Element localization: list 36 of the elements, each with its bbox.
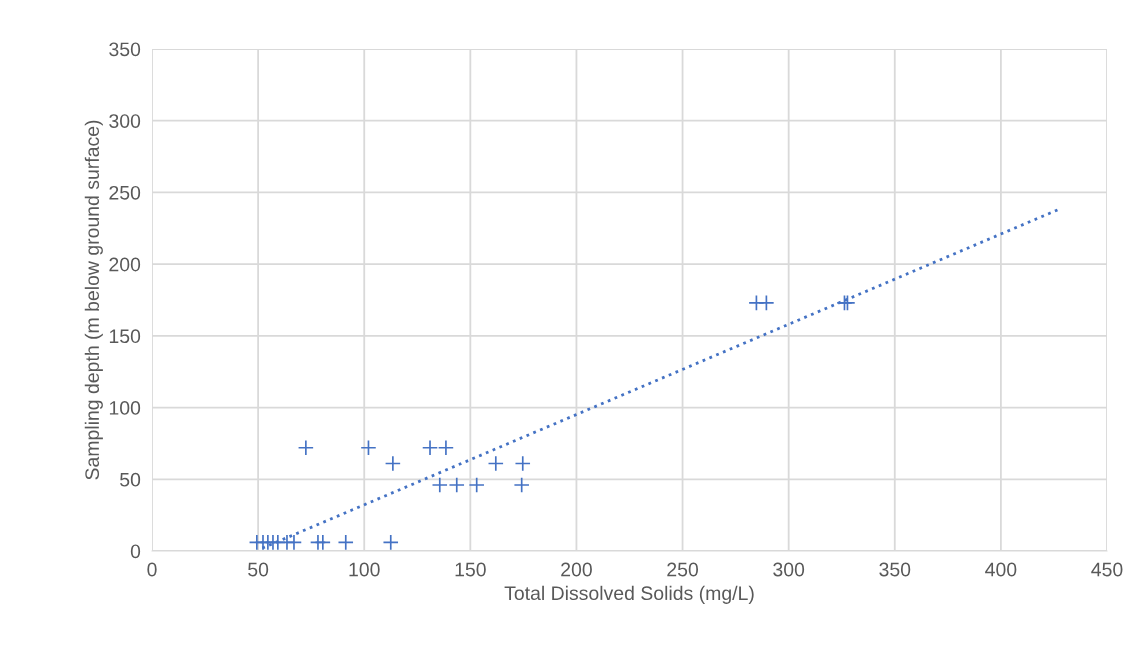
y-tick-label: 250 (109, 185, 141, 200)
point (448, 476, 465, 494)
point (337, 534, 354, 551)
x-tick-label: 50 (248, 562, 269, 577)
point (487, 455, 504, 472)
x-tick-label: 200 (561, 562, 592, 577)
point (437, 439, 455, 456)
y-tick-label: 100 (109, 401, 141, 415)
x-tick-label: 0 (147, 562, 157, 577)
x-axis-title: Total Dissolved Solids (mg/L) (504, 585, 754, 604)
point (513, 476, 530, 494)
x-tick-label: 150 (455, 562, 486, 577)
point (360, 439, 377, 456)
point (314, 534, 331, 551)
point (468, 476, 485, 494)
y-tick-label: 350 (109, 42, 141, 57)
point (514, 455, 531, 472)
point (431, 476, 448, 494)
y-tick-label: 300 (109, 114, 141, 128)
y-tick-label: 0 (130, 544, 141, 559)
y-tick-label: 50 (120, 472, 141, 487)
x-tick-label: 350 (879, 562, 911, 577)
x-tick-label: 100 (349, 562, 380, 577)
point (421, 439, 439, 456)
point (382, 534, 399, 551)
point (758, 294, 775, 311)
point (285, 534, 303, 551)
point (297, 439, 314, 456)
y-tick-label: 150 (109, 329, 141, 344)
y-tick-label: 200 (109, 257, 141, 272)
x-tick-label: 250 (667, 562, 699, 577)
y-axis-title: Sampling depth (m below ground surface) (84, 120, 103, 480)
point (384, 455, 401, 472)
x-tick-label: 400 (985, 562, 1017, 577)
x-tick-label: 450 (1091, 562, 1123, 577)
x-tick-label: 300 (773, 562, 805, 577)
